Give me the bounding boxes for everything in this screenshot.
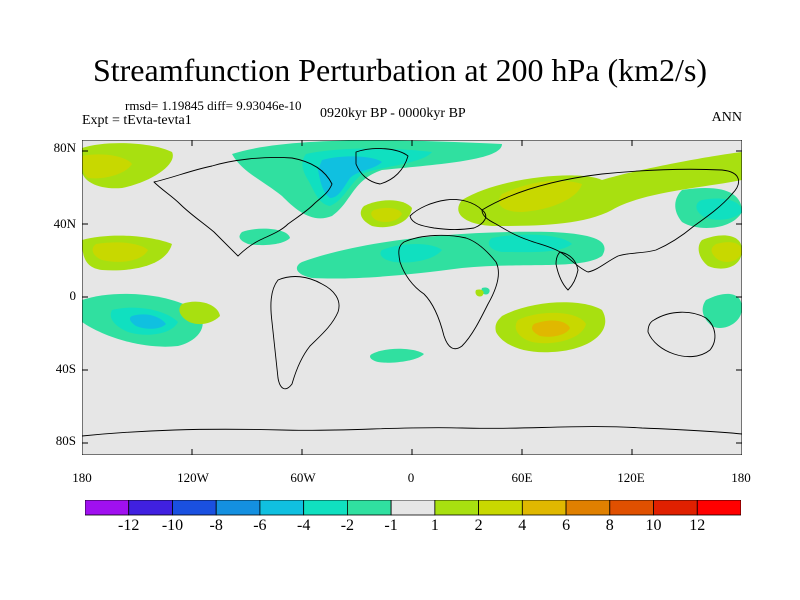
colorbar-box — [478, 500, 523, 516]
colorbar-label: -4 — [297, 517, 311, 534]
contour-south-west-pacific-low — [702, 293, 742, 328]
plot-title: Streamfunction Perturbation at 200 hPa (… — [92, 52, 708, 88]
colorbar-box — [696, 500, 741, 516]
contour-south-atlantic-low — [370, 348, 424, 363]
lon-label-60e: 60E — [511, 470, 533, 485]
experiment-label: Expt = tEvta-tevta1 — [82, 113, 192, 128]
contour-indian-ocean-high-center — [532, 320, 570, 337]
contour-south-pacific-low-center — [129, 314, 166, 329]
lon-label-180e: 180 — [731, 470, 751, 485]
streamfunction-map — [82, 140, 742, 455]
contour-west-pacific-low-core — [696, 198, 742, 220]
coast-greenland — [355, 148, 409, 185]
colorbar-box — [390, 500, 436, 516]
colorbar-box — [434, 500, 479, 516]
lon-label-180w: 180 — [72, 470, 92, 485]
colorbar-box — [259, 500, 305, 516]
contour-east-pacific-high-core — [92, 242, 148, 262]
coast-asia — [481, 168, 739, 273]
colorbar-box — [303, 500, 348, 516]
coast-australia — [647, 311, 716, 358]
contour-west-pacific-high-core — [711, 242, 742, 262]
colorbar-box — [565, 500, 611, 516]
season-label: ANN — [711, 110, 742, 125]
colorbar-box — [128, 500, 173, 516]
colorbar-label: 10 — [645, 517, 662, 534]
contour-gulf-low — [239, 228, 290, 246]
colorbar — [85, 500, 741, 516]
period-label: 0920kyr BP - 0000kyr BP — [320, 106, 466, 121]
colorbar-label: -1 — [384, 517, 398, 534]
colorbar-box — [215, 500, 261, 516]
colorbar-label: 6 — [562, 517, 571, 534]
colorbar-label: 1 — [430, 517, 439, 534]
colorbar-box — [346, 500, 392, 516]
coast-india — [555, 251, 579, 291]
stats-text: rmsd= 1.19845 diff= 9.93046e-10 — [125, 98, 302, 113]
lon-label-0: 0 — [407, 470, 415, 485]
colorbar-label: -8 — [209, 517, 223, 534]
lat-label-80n: 80N — [53, 140, 76, 155]
colorbar-label: -12 — [118, 517, 140, 534]
lon-label-120w: 120W — [177, 470, 209, 485]
colorbar-label: 12 — [689, 517, 706, 534]
lat-label-eq: 0 — [69, 288, 77, 303]
coast-north-america — [153, 157, 333, 257]
colorbar-box — [521, 500, 567, 516]
contour-east-africa-high — [475, 289, 484, 297]
colorbar-label: -6 — [253, 517, 267, 534]
colorbar-label: -2 — [340, 517, 355, 534]
contour-south-pacific-high — [179, 301, 220, 325]
coast-south-america — [270, 276, 340, 390]
colorbar-label: -10 — [161, 517, 184, 534]
contour-north-pacific-high-core — [82, 154, 132, 179]
coastlines — [82, 148, 742, 437]
colorbar-label: 8 — [605, 517, 614, 534]
contour-eurasia-high-core — [498, 180, 582, 212]
coast-europe — [409, 199, 487, 230]
lat-label-40n: 40N — [53, 216, 76, 231]
colorbar-box — [609, 500, 654, 516]
coast-antarctica — [82, 426, 742, 437]
colorbar-label: 2 — [474, 517, 483, 534]
lat-label-80s: 80S — [55, 433, 76, 448]
colorbar-label: 4 — [518, 517, 527, 534]
lat-label-40s: 40S — [55, 361, 76, 376]
colorbar-box — [172, 500, 217, 516]
colorbar-box — [85, 500, 130, 516]
colorbar-box — [653, 500, 698, 516]
map-ticks — [82, 140, 742, 455]
lon-label-60w: 60W — [290, 470, 316, 485]
coast-africa — [398, 234, 499, 350]
contour-atlantic-high-core — [371, 207, 402, 222]
lon-label-120e: 120E — [617, 470, 645, 485]
contour-africa-low-core — [380, 244, 442, 263]
contour-north-america-low-center — [318, 156, 382, 198]
